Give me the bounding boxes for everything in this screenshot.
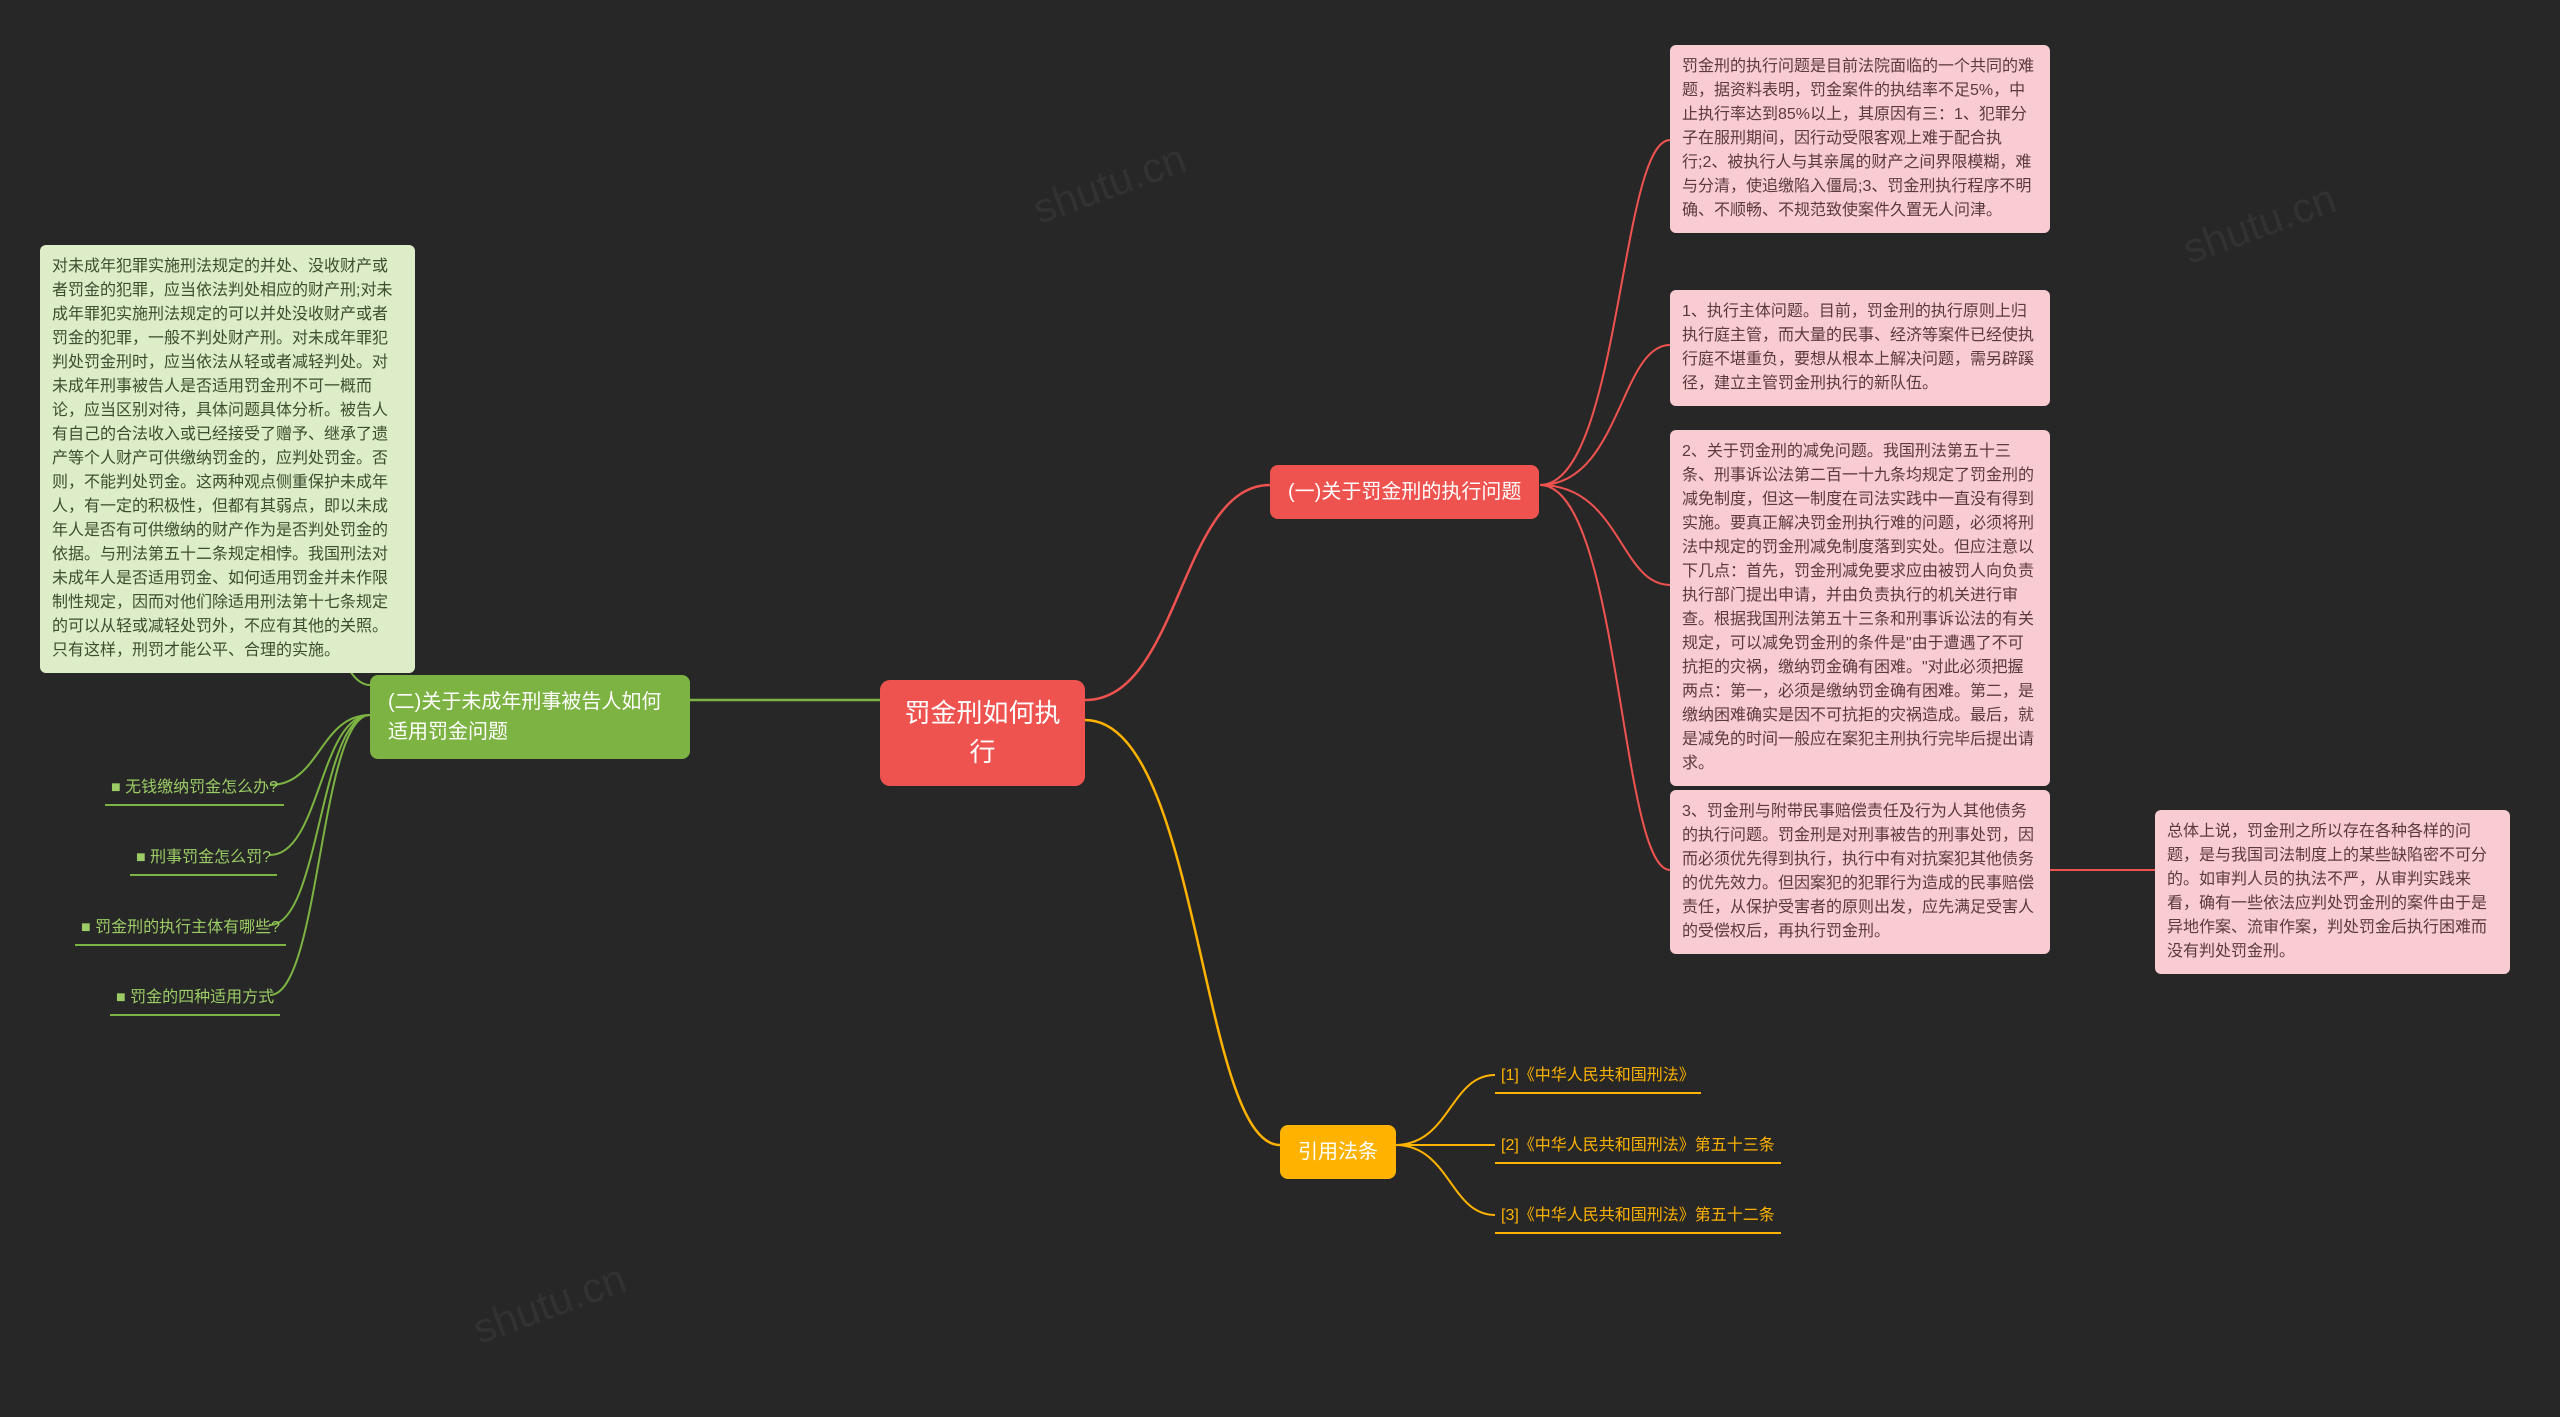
leaf-four-methods[interactable]: ■ 罚金的四种适用方式 [110, 982, 280, 1016]
watermark: shutu.cn [467, 1254, 633, 1353]
leaf-difficulty-overview[interactable]: 罚金刑的执行问题是目前法院面临的一个共同的难题，据资料表明，罚金案件的执结率不足… [1670, 45, 2050, 233]
branch-execution-issues[interactable]: (一)关于罚金刑的执行问题 [1270, 465, 1539, 519]
branch-juvenile-fines[interactable]: (二)关于未成年刑事被告人如何适用罚金问题 [370, 675, 690, 759]
watermark: shutu.cn [2177, 174, 2343, 273]
leaf-executor-who[interactable]: ■ 罚金刑的执行主体有哪些? [75, 912, 286, 946]
leaf-juvenile-analysis[interactable]: 对未成年犯罪实施刑法规定的并处、没收财产或者罚金的犯罪，应当依法判处相应的财产刑… [40, 245, 415, 673]
leaf-law-2[interactable]: [2]《中华人民共和国刑法》第五十三条 [1495, 1130, 1781, 1164]
leaf-law-1[interactable]: [1]《中华人民共和国刑法》 [1495, 1060, 1701, 1094]
leaf-how-fine[interactable]: ■ 刑事罚金怎么罚? [130, 842, 277, 876]
leaf-civil-liability[interactable]: 3、罚金刑与附带民事赔偿责任及行为人其他债务的执行问题。罚金刑是对刑事被告的刑事… [1670, 790, 2050, 954]
leaf-law-3[interactable]: [3]《中华人民共和国刑法》第五十二条 [1495, 1200, 1781, 1234]
leaf-executor-subject[interactable]: 1、执行主体问题。目前，罚金刑的执行原则上归执行庭主管，而大量的民事、经济等案件… [1670, 290, 2050, 406]
leaf-summary-causes[interactable]: 总体上说，罚金刑之所以存在各种各样的问题，是与我国司法制度上的某些缺陷密不可分的… [2155, 810, 2510, 974]
watermark: shutu.cn [1027, 134, 1193, 233]
leaf-no-money[interactable]: ■ 无钱缴纳罚金怎么办? [105, 772, 284, 806]
leaf-reduction-exemption[interactable]: 2、关于罚金刑的减免问题。我国刑法第五十三条、刑事诉讼法第二百一十九条均规定了罚… [1670, 430, 2050, 786]
branch-cited-laws[interactable]: 引用法条 [1280, 1125, 1396, 1179]
root-node[interactable]: 罚金刑如何执行 [880, 680, 1085, 786]
